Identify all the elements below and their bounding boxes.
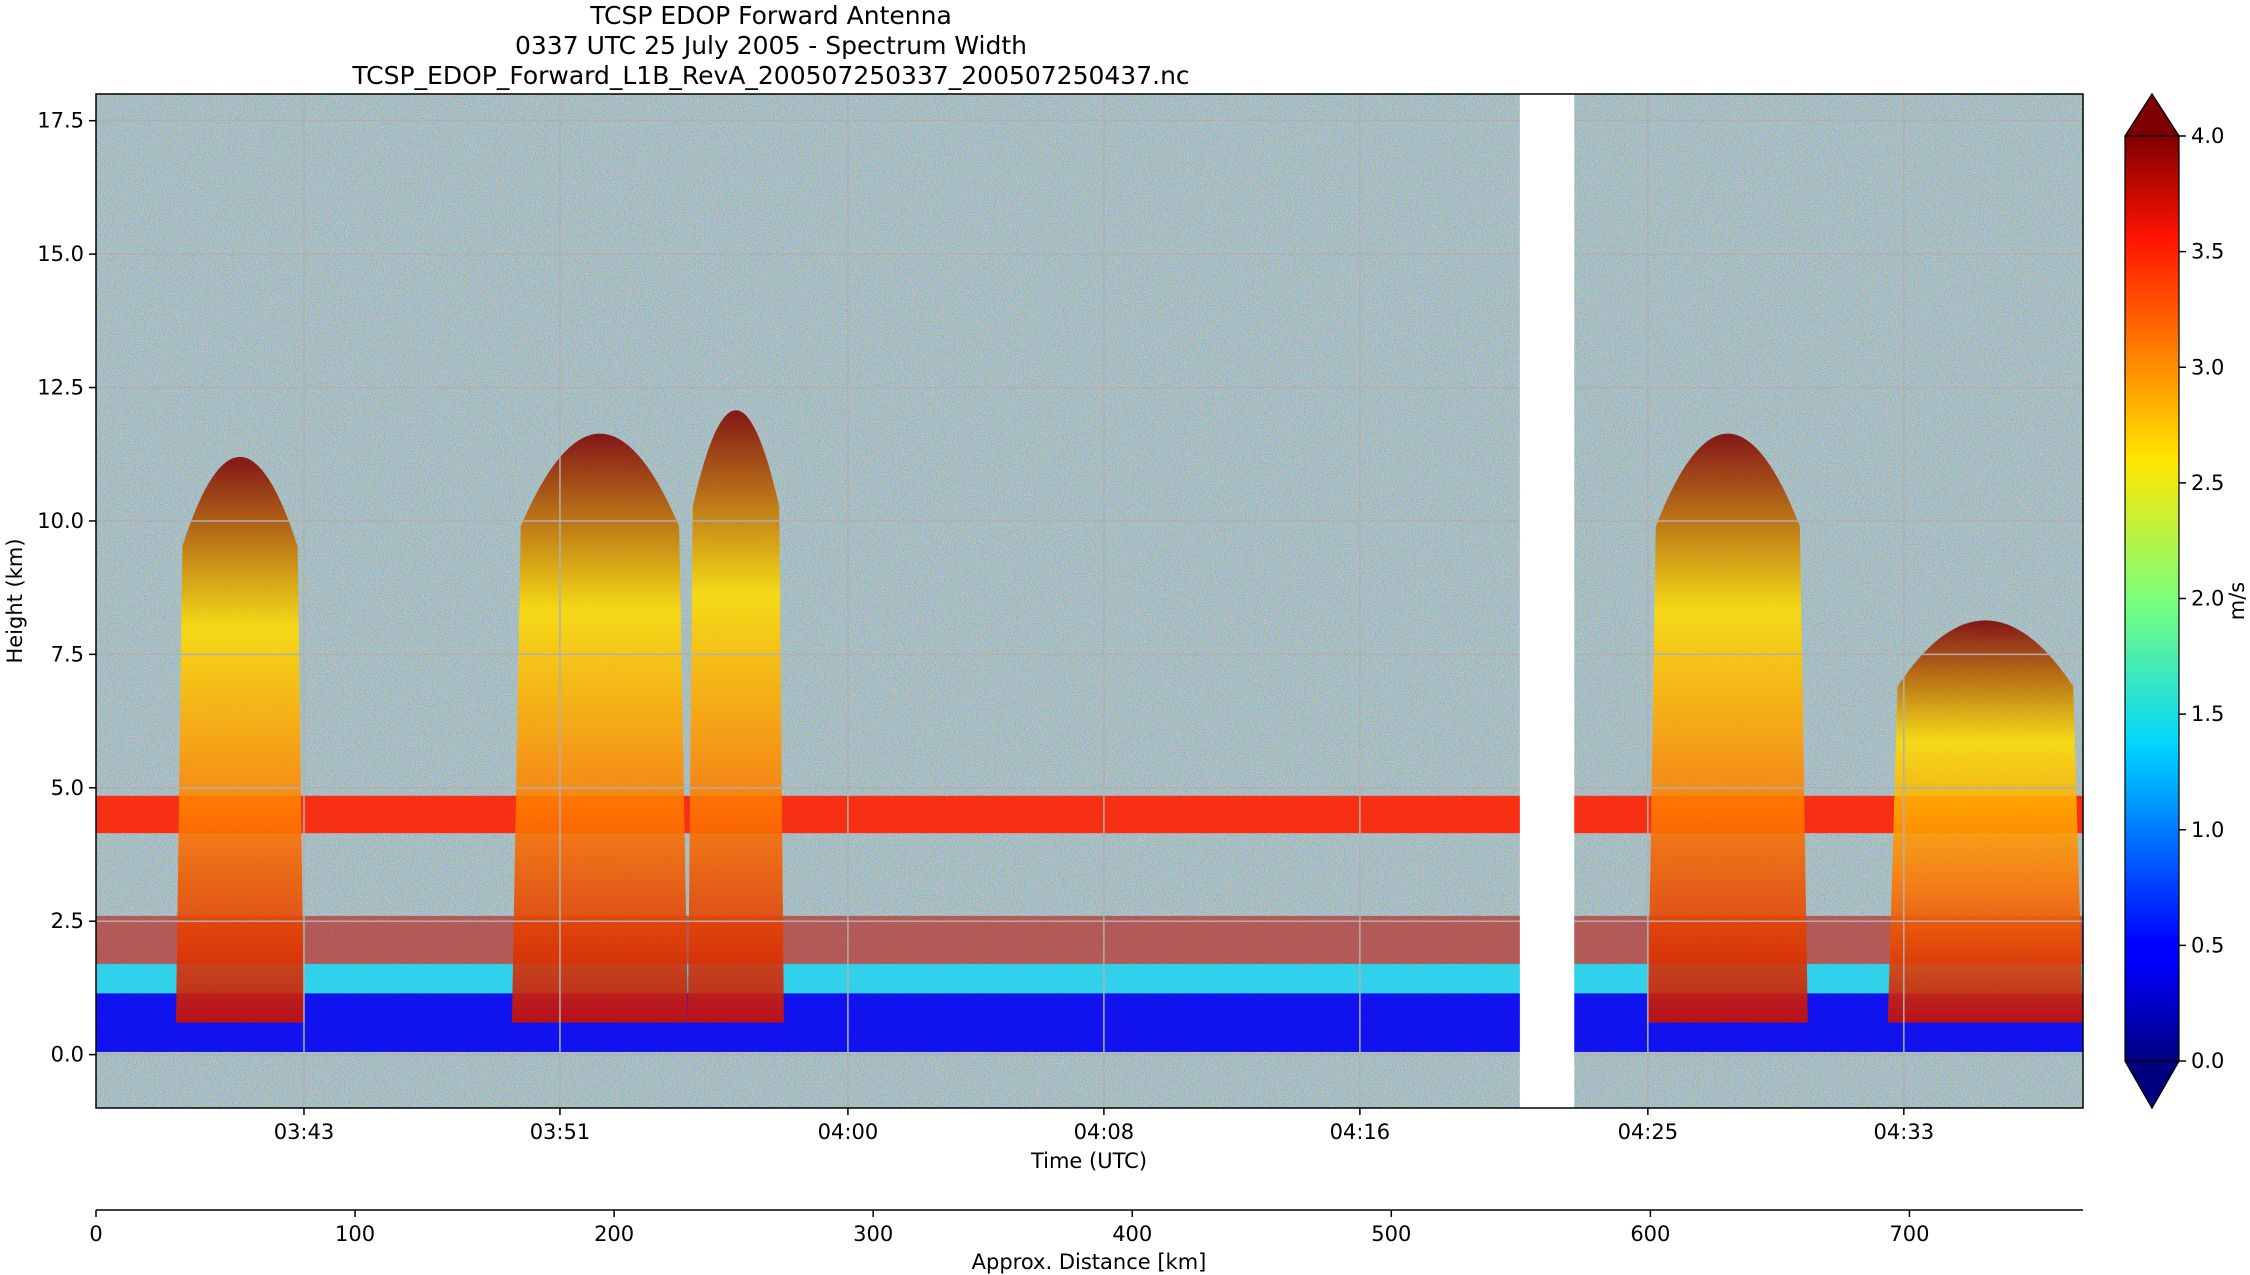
- colorbar-tick-label: 4.0: [2191, 124, 2224, 148]
- x-tick-label: 04:00: [818, 1120, 879, 1144]
- x2-tick-label: 200: [594, 1222, 634, 1246]
- colorbar-tick-label: 3.5: [2191, 240, 2224, 264]
- x2-tick-label: 700: [1889, 1222, 1929, 1246]
- x-tick-label: 04:25: [1618, 1120, 1679, 1144]
- colorbar-outline: [2124, 92, 2180, 1110]
- height-axis-ticks: 0.0 2.5 5.0 7.5 10.0 12.5 15.0 17.5: [37, 109, 96, 1067]
- y-tick-label: 12.5: [37, 376, 84, 400]
- colorbar-tick-label: 0.5: [2191, 933, 2224, 957]
- x2-tick-label: 400: [1112, 1222, 1152, 1246]
- y-tick-label: 0.0: [51, 1043, 84, 1067]
- x-tick-label: 03:51: [530, 1120, 591, 1144]
- y-tick-label: 17.5: [37, 109, 84, 133]
- x2-tick-label: 300: [853, 1222, 893, 1246]
- chart-title-line-3: TCSP_EDOP_Forward_L1B_RevA_200507250337_…: [352, 61, 1190, 90]
- x-axis-label: Time (UTC): [1030, 1149, 1147, 1173]
- x-tick-label: 04:16: [1330, 1120, 1391, 1144]
- colorbar-extend-top: [2123, 92, 2181, 137]
- x-tick-label: 04:08: [1074, 1120, 1135, 1144]
- y-tick-label: 10.0: [37, 509, 84, 533]
- colorbar-tick-label: 2.5: [2191, 471, 2224, 495]
- y-tick-label: 7.5: [51, 642, 84, 666]
- distance-axis: 0 100 200 300 400 500 600 700: [89, 1209, 2083, 1246]
- x2-tick-label: 500: [1371, 1222, 1411, 1246]
- plot-frame: [95, 93, 2084, 1109]
- y-tick-label: 15.0: [37, 242, 84, 266]
- chart-title-line-1: TCSP EDOP Forward Antenna: [590, 1, 952, 30]
- convective-cell-2: [511, 433, 688, 1023]
- time-axis-ticks: 03:43 03:51 04:00 04:08 04:16 04:25 04:33: [274, 1108, 1934, 1144]
- grid-lines: [96, 94, 2083, 1108]
- x2-tick-label: 100: [335, 1222, 375, 1246]
- colorbar-ticks: 0.0 0.5 1.0 1.5 2.0 2.5 3.0 3.5 4.0: [2179, 124, 2224, 1073]
- convective-cell-4: [1647, 433, 1808, 1023]
- colorbar-extend-bottom: [2123, 1060, 2181, 1110]
- colorbar-tick-label: 3.0: [2191, 355, 2224, 379]
- y-tick-label: 5.0: [51, 776, 84, 800]
- x2-tick-label: 600: [1630, 1222, 1670, 1246]
- plot-area: [96, 94, 2083, 1108]
- colorbar-tick-label: 1.5: [2191, 702, 2224, 726]
- y-tick-label: 2.5: [51, 909, 84, 933]
- convective-cell-5: [1887, 620, 2083, 1023]
- convective-cell-3: [687, 410, 784, 1023]
- x2-tick-label: 0: [89, 1222, 102, 1246]
- convective-cell-1: [175, 456, 304, 1023]
- colorbar-label: m/s: [2225, 582, 2249, 620]
- y-axis-label: Height (km): [3, 538, 27, 663]
- x2-axis-label: Approx. Distance [km]: [972, 1250, 1207, 1274]
- chart-title-line-2: 0337 UTC 25 July 2005 - Spectrum Width: [515, 31, 1027, 60]
- x-tick-label: 04:33: [1874, 1120, 1935, 1144]
- colorbar-tick-label: 1.0: [2191, 818, 2224, 842]
- colorbar-body: [2125, 136, 2179, 1061]
- data-gap: [1519, 94, 1575, 1108]
- colorbar-tick-label: 0.0: [2191, 1049, 2224, 1073]
- x-tick-label: 03:43: [274, 1120, 335, 1144]
- echo-features: [96, 410, 2083, 1052]
- colorbar: [2123, 92, 2181, 1110]
- colorbar-tick-label: 2.0: [2191, 587, 2224, 611]
